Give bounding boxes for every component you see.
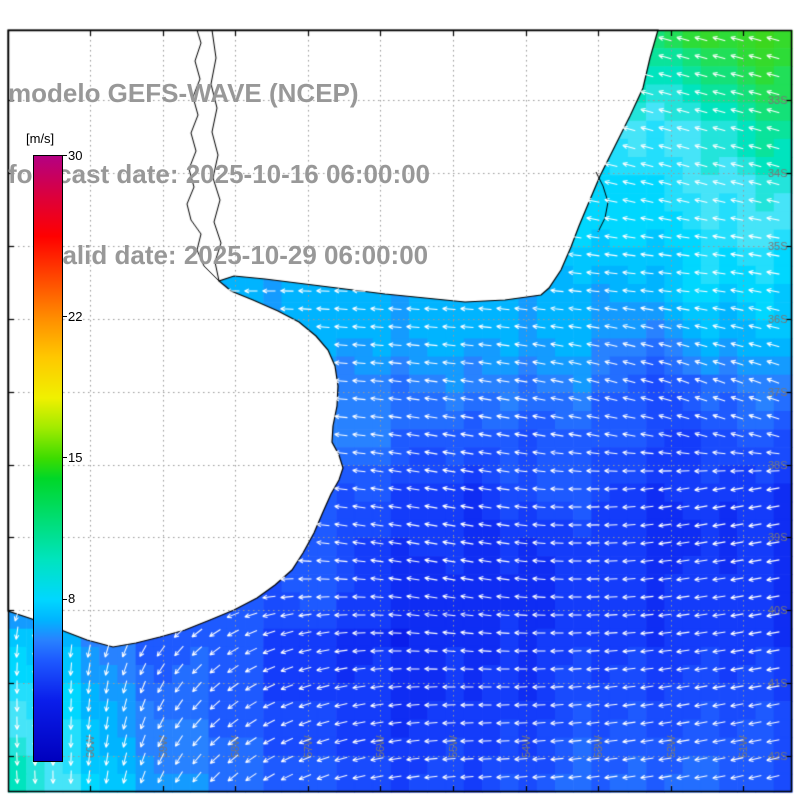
colorbar-gradient [33,155,63,762]
colorbar-unit-label: [m/s] [26,131,55,146]
colorbar-tick-label: 8 [68,591,76,606]
colorbar-tick-mark [62,457,67,458]
valid-date: valid date: 2025-10-29 06:00:00 [48,240,429,270]
colorbar-tick-mark [62,599,67,600]
colorbar-tick-label: 22 [68,309,83,324]
model-title: modelo GEFS-WAVE (NCEP) [8,78,359,108]
colorbar-tick-label: 30 [68,148,83,163]
colorbar-tick-mark [62,155,67,156]
colorbar-tick-label: 15 [68,450,83,465]
colorbar-tick-mark [62,316,67,317]
header-titles: modelo GEFS-WAVE (NCEP) forecast date: 2… [8,26,430,323]
forecast-date: forecast date: 2025-10-16 06:00:00 [8,159,431,189]
